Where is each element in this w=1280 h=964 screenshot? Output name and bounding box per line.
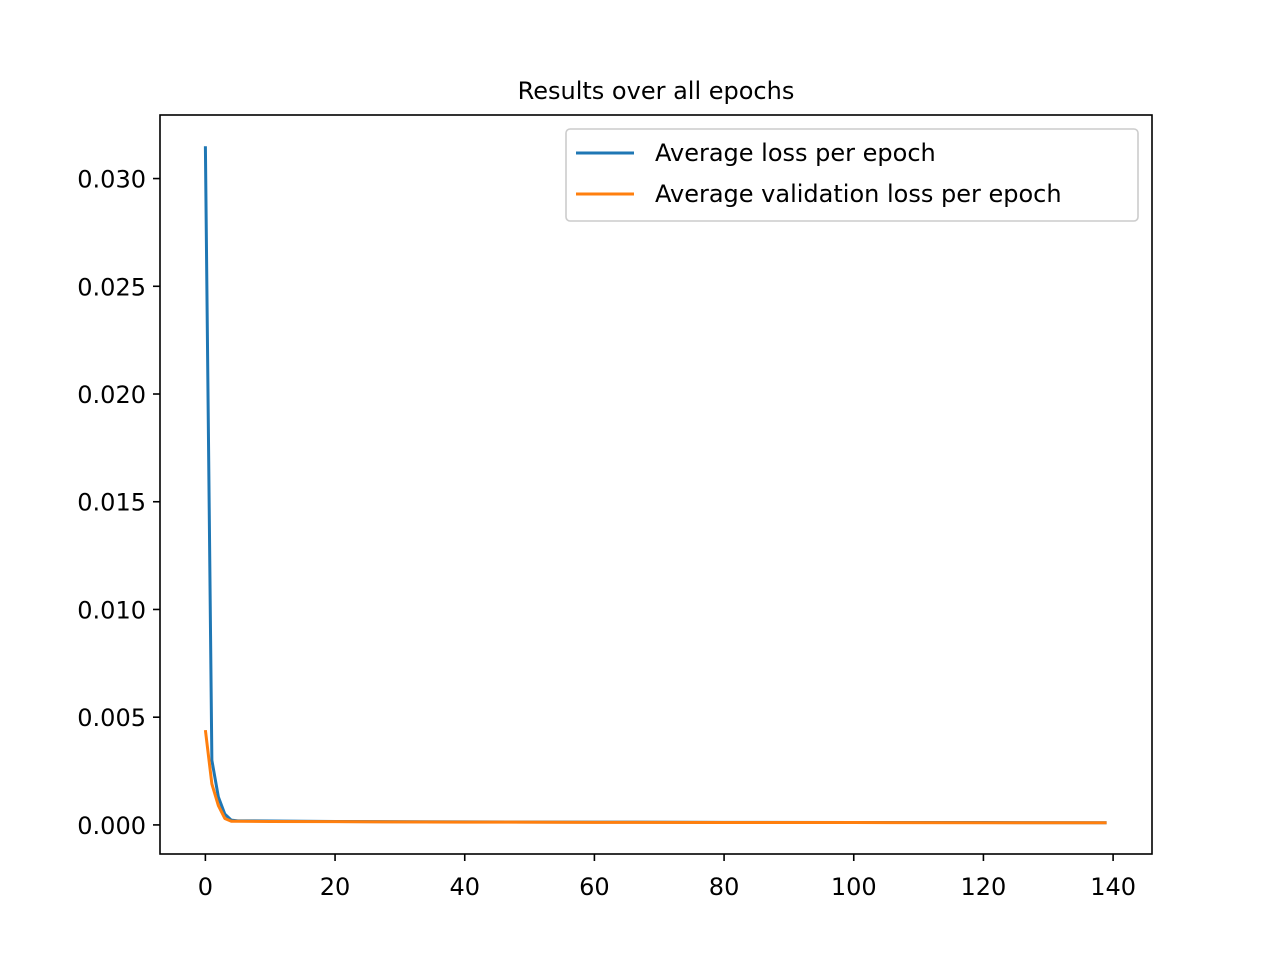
x-tick-label: 120 bbox=[961, 873, 1007, 901]
x-tick-label: 60 bbox=[579, 873, 610, 901]
y-tick-label: 0.010 bbox=[77, 596, 146, 624]
x-axis-ticks: 0 20 40 60 80 100 120 140 bbox=[198, 854, 1136, 901]
series-line-validation-loss bbox=[203, 729, 1107, 825]
x-tick-label: 140 bbox=[1090, 873, 1136, 901]
y-axis-ticks: 0.000 0.005 0.010 0.015 0.020 0.025 0.030 bbox=[77, 166, 160, 840]
y-tick-label: 0.030 bbox=[77, 166, 146, 194]
x-tick-label: 100 bbox=[831, 873, 877, 901]
legend-label-train-loss: Average loss per epoch bbox=[655, 139, 936, 167]
chart-title: Results over all epochs bbox=[518, 77, 795, 105]
y-tick-label: 0.025 bbox=[77, 273, 146, 301]
y-tick-label: 0.005 bbox=[77, 704, 146, 732]
legend: Average loss per epoch Average validatio… bbox=[565, 128, 1139, 222]
y-tick-label: 0.015 bbox=[77, 489, 146, 517]
y-tick-label: 0.020 bbox=[77, 381, 146, 409]
x-tick-label: 0 bbox=[198, 873, 213, 901]
plot-area bbox=[203, 146, 1107, 825]
plot-frame bbox=[159, 114, 1153, 855]
y-tick-label: 0.000 bbox=[77, 812, 146, 840]
x-tick-label: 40 bbox=[449, 873, 480, 901]
legend-label-validation-loss: Average validation loss per epoch bbox=[655, 180, 1062, 208]
x-tick-label: 20 bbox=[320, 873, 351, 901]
x-tick-label: 80 bbox=[709, 873, 740, 901]
legend-box bbox=[565, 128, 1139, 222]
